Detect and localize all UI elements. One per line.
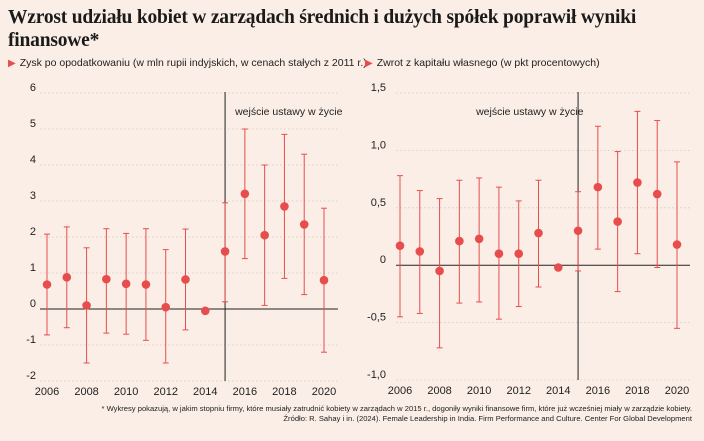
data-point: [593, 182, 603, 192]
data-point: [494, 249, 504, 259]
x-tick-label: 2016: [233, 386, 257, 398]
x-tick-label: 2018: [625, 385, 649, 397]
y-tick-label: 4: [30, 154, 36, 166]
x-tick-label: 2010: [467, 385, 491, 397]
data-point: [220, 247, 230, 256]
data-point: [652, 189, 662, 199]
x-tick-label: 2018: [272, 386, 296, 398]
data-point: [200, 306, 210, 316]
data-point: [299, 220, 309, 229]
x-tick-label: 2012: [506, 385, 530, 397]
y-tick-label: -1,0: [367, 369, 386, 381]
y-tick-label: 0,5: [371, 197, 386, 209]
data-point: [474, 234, 484, 244]
data-point: [161, 302, 171, 312]
x-tick-label: 2020: [312, 386, 336, 398]
data-point: [435, 266, 444, 276]
footnote-source: Źródło: R. Sahay i in. (2024). Female Le…: [283, 414, 692, 423]
footnote: * Wykresy pokazują, w jakim stopniu firm…: [102, 404, 693, 424]
data-point: [102, 274, 111, 284]
y-tick-label: 5: [30, 118, 36, 130]
data-point: [633, 178, 642, 187]
data-point: [514, 249, 524, 259]
right-chart-title: Zwrot z kapitału własnego (w pkt procent…: [376, 57, 600, 69]
x-tick-label: 2008: [74, 386, 98, 398]
data-point: [280, 202, 289, 211]
data-point: [534, 228, 543, 238]
annotation-label: wejście ustawy w życie: [475, 106, 584, 118]
x-tick-label: 2014: [193, 386, 217, 398]
left-chart-subtitle: ▶ Zysk po opodatkowaniu (w mln rupii indy…: [8, 57, 367, 69]
annotation-label: wejście ustawy w życie: [234, 106, 343, 118]
triangle-right-icon: ▶: [365, 58, 373, 69]
data-point: [319, 275, 329, 285]
y-tick-label: -0,5: [367, 312, 386, 324]
data-point: [553, 263, 563, 272]
data-point: [395, 241, 405, 250]
y-tick-label: -2: [26, 370, 36, 382]
data-point: [141, 280, 151, 289]
y-tick-label: 0: [380, 254, 386, 266]
y-tick-label: -1: [26, 334, 36, 346]
x-tick-label: 2014: [546, 385, 570, 397]
y-tick-label: 0: [30, 298, 36, 310]
y-tick-label: 6: [30, 82, 36, 94]
x-tick-label: 2020: [665, 385, 689, 397]
data-point: [181, 275, 190, 284]
data-point: [573, 226, 583, 236]
data-point: [260, 230, 269, 240]
data-point: [240, 189, 250, 199]
y-tick-label: 2: [30, 226, 36, 238]
data-point: [121, 279, 131, 289]
y-tick-label: 3: [30, 190, 36, 202]
page-title: Wzrost udziału kobiet w zarządach średni…: [8, 7, 637, 51]
y-tick-label: 1,5: [371, 82, 386, 94]
x-tick-label: 2012: [153, 386, 177, 398]
data-point: [62, 273, 72, 282]
right-chart-subtitle: ▶ Zwrot z kapitału własnego (w pkt procen…: [365, 57, 600, 69]
data-point: [613, 217, 622, 226]
data-point: [82, 301, 91, 310]
y-tick-label: 1: [30, 262, 36, 274]
footnote-note: * Wykresy pokazują, w jakim stopniu firm…: [101, 404, 693, 413]
data-point: [455, 236, 464, 246]
data-point: [672, 240, 682, 249]
y-tick-label: 1,0: [371, 139, 386, 151]
x-tick-label: 2010: [114, 386, 138, 398]
x-tick-label: 2008: [427, 385, 451, 397]
triangle-right-icon: ▶: [8, 58, 16, 69]
x-tick-label: 2006: [35, 386, 59, 398]
x-tick-label: 2016: [586, 385, 610, 397]
data-point: [415, 247, 425, 256]
data-point: [42, 280, 52, 289]
x-tick-label: 2006: [388, 385, 412, 397]
left-chart-title: Zysk po opodatkowaniu (w mln rupii indyj…: [19, 57, 367, 69]
